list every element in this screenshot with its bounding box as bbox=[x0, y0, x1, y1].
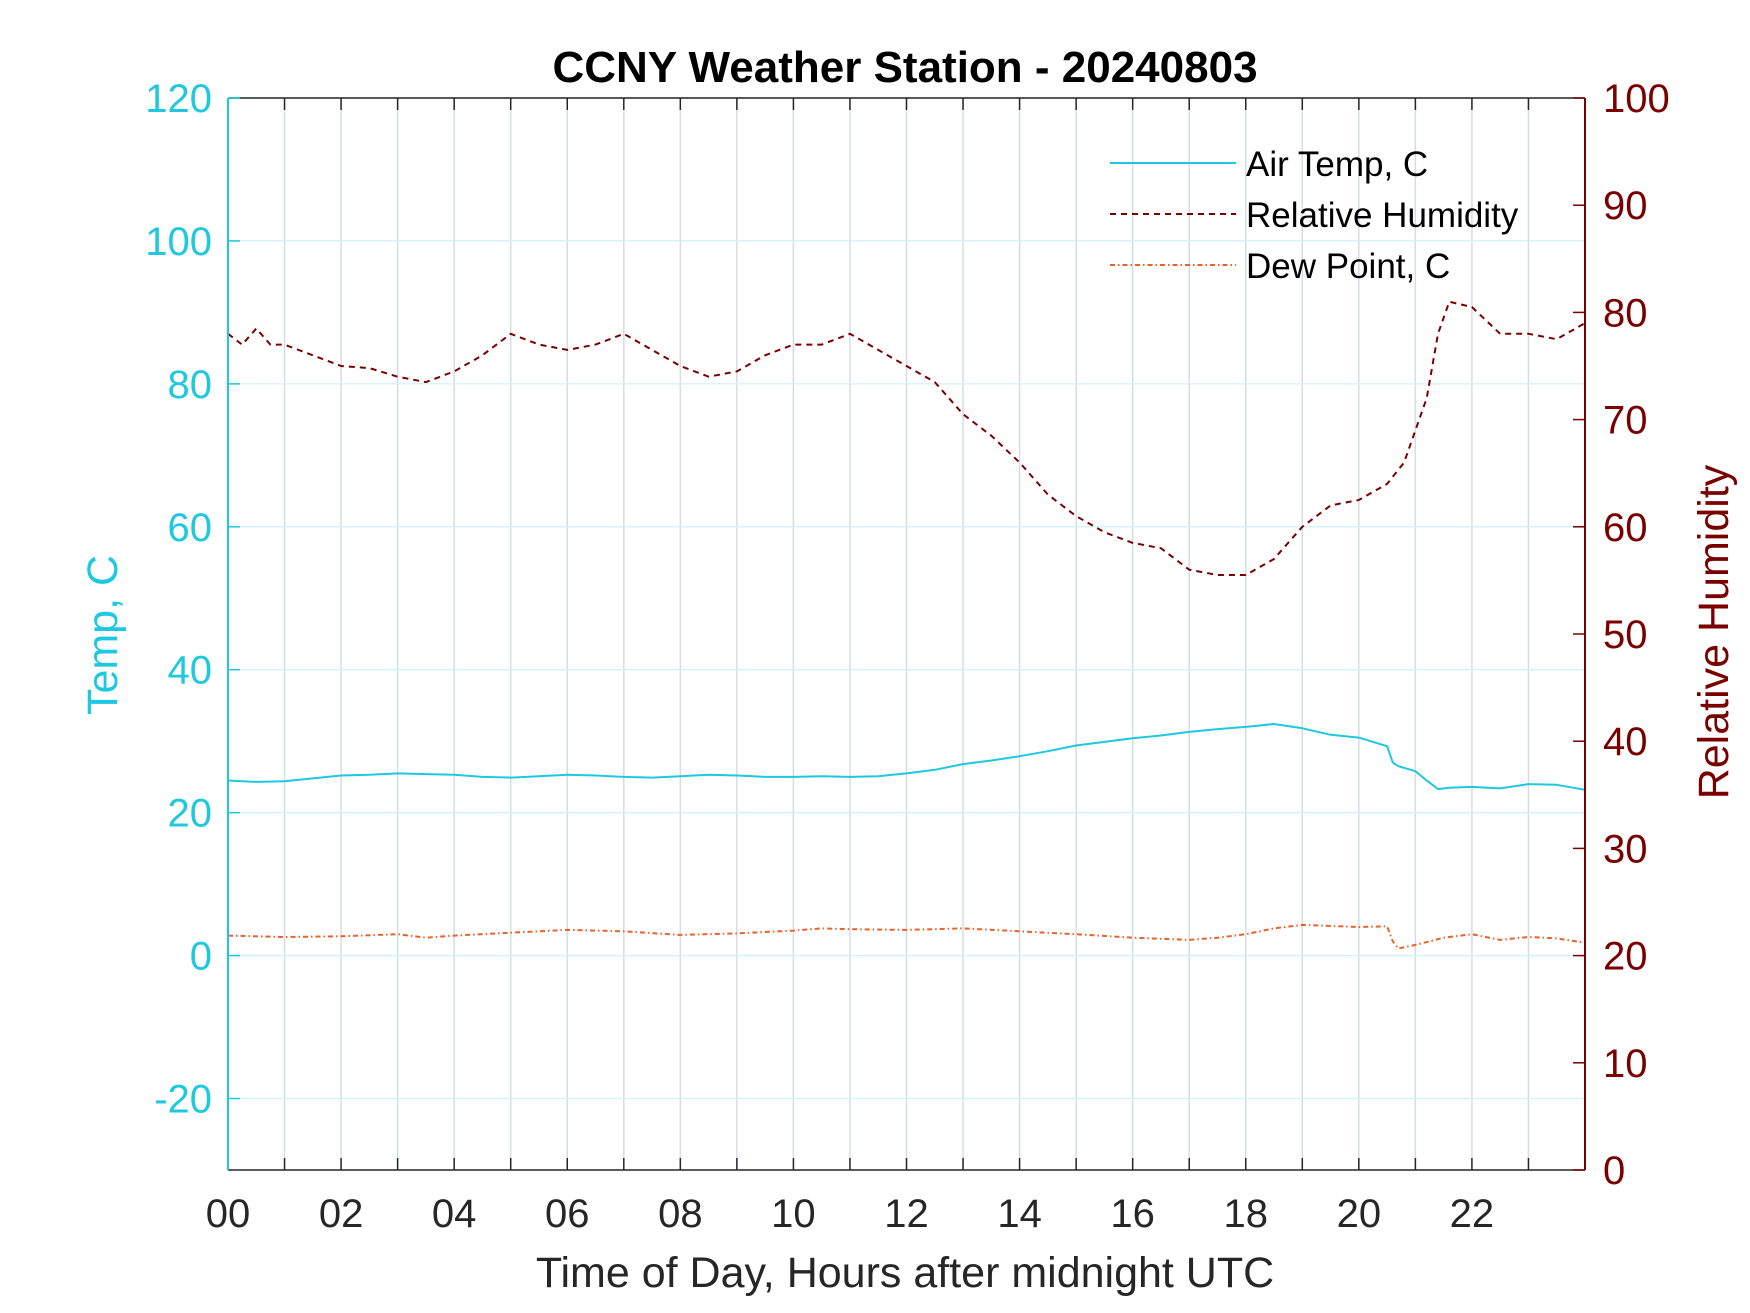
left-y-tick-labels: -20 0 20 40 60 80 100 120 bbox=[145, 77, 212, 1122]
x-tick-label: 04 bbox=[432, 1192, 477, 1236]
left-y-tick-label: 120 bbox=[145, 77, 212, 121]
left-y-tick-label: 0 bbox=[190, 935, 212, 979]
x-tick-label: 14 bbox=[997, 1192, 1042, 1236]
right-y-tick-label: 100 bbox=[1603, 77, 1670, 121]
right-y-tick-label: 60 bbox=[1603, 506, 1648, 550]
chart-title: CCNY Weather Station - 20240803 bbox=[552, 43, 1257, 92]
x-tick-label: 18 bbox=[1224, 1192, 1269, 1236]
series-line-air-temp bbox=[227, 723, 1586, 791]
x-tick-label: 22 bbox=[1450, 1192, 1495, 1236]
left-y-tick-label: -20 bbox=[154, 1078, 212, 1122]
x-tick-label: 10 bbox=[771, 1192, 816, 1236]
legend: Air Temp, C Relative Humidity Dew Point,… bbox=[1110, 145, 1519, 286]
left-y-tick-label: 20 bbox=[168, 792, 213, 836]
right-y-tick-label: 40 bbox=[1603, 720, 1648, 764]
x-tick-label: 16 bbox=[1110, 1192, 1155, 1236]
left-y-tick-label: 100 bbox=[145, 220, 212, 264]
axes bbox=[227, 97, 1586, 1171]
right-y-tick-label: 50 bbox=[1603, 613, 1648, 657]
x-tick-label: 06 bbox=[545, 1192, 590, 1236]
series-line-dew-point bbox=[227, 923, 1586, 950]
right-y-tick-label: 70 bbox=[1603, 399, 1648, 443]
right-y-tick-label: 80 bbox=[1603, 291, 1648, 335]
left-y-tick-label: 60 bbox=[168, 506, 213, 550]
right-y-tick-label: 10 bbox=[1603, 1042, 1648, 1086]
right-y-tick-label: 20 bbox=[1603, 935, 1648, 979]
series-lines bbox=[227, 300, 1586, 950]
series-line-relative-humidity bbox=[227, 300, 1586, 576]
right-y-tick-label: 30 bbox=[1603, 827, 1648, 871]
x-tick-labels: 00 02 04 06 08 10 12 14 16 18 20 22 bbox=[206, 1192, 1494, 1236]
x-tick-label: 12 bbox=[884, 1192, 929, 1236]
left-y-axis-label: Temp, C bbox=[79, 555, 127, 715]
x-tick-label: 08 bbox=[658, 1192, 703, 1236]
right-y-axis-label: Relative Humidity bbox=[1690, 464, 1738, 799]
x-tick-label: 02 bbox=[319, 1192, 364, 1236]
right-y-tick-labels: 0 10 20 30 40 50 60 70 80 90 100 bbox=[1603, 77, 1670, 1193]
x-axis-label: Time of Day, Hours after midnight UTC bbox=[536, 1249, 1274, 1297]
left-y-tick-label: 40 bbox=[168, 649, 213, 693]
grid-lines bbox=[228, 97, 1585, 1170]
legend-label-relative-humidity: Relative Humidity bbox=[1246, 196, 1519, 235]
right-y-tick-label: 90 bbox=[1603, 184, 1648, 228]
right-y-tick-label: 0 bbox=[1603, 1149, 1625, 1193]
legend-label-dew-point: Dew Point, C bbox=[1246, 247, 1450, 286]
legend-label-air-temp: Air Temp, C bbox=[1246, 145, 1428, 184]
left-y-tick-label: 80 bbox=[168, 363, 213, 407]
x-tick-label: 00 bbox=[206, 1192, 251, 1236]
x-tick-label: 20 bbox=[1337, 1192, 1382, 1236]
